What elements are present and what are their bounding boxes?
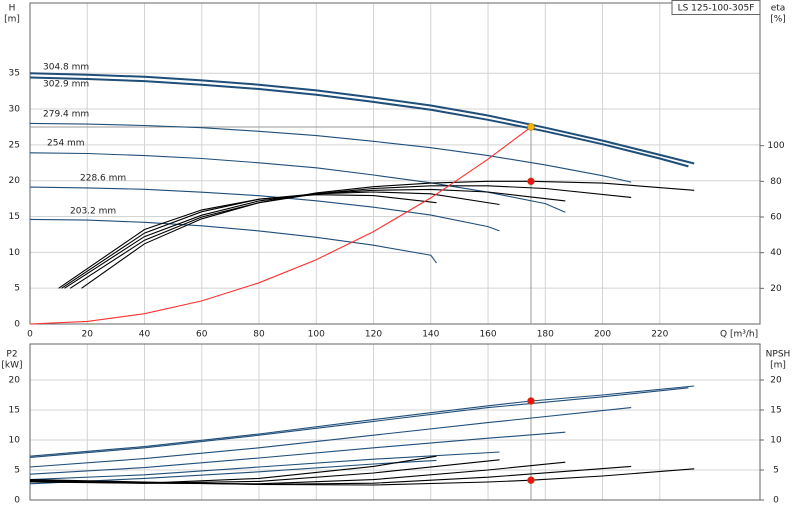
operating-point (527, 476, 535, 484)
curve (29, 126, 532, 325)
y-axis-unit: [m] (4, 15, 20, 25)
x-tick-label: 60 (196, 330, 208, 340)
x-tick-label: 120 (365, 330, 382, 340)
curve (29, 431, 566, 475)
y-tick-label: 15 (9, 406, 20, 416)
curve (81, 180, 695, 289)
curve (29, 385, 695, 457)
y-tick-label: 5 (14, 466, 20, 476)
x-tick-label: 100 (308, 330, 325, 340)
y-tick-label: 20 (9, 376, 21, 386)
x-tick-label: 80 (253, 330, 265, 340)
curve-label: 228.6 mm (80, 174, 126, 184)
y2-tick-label: 40 (770, 248, 782, 258)
curve (29, 465, 632, 485)
y2-tick-label: 80 (770, 177, 782, 187)
y-tick-label: 25 (9, 140, 20, 150)
x-tick-label: 40 (139, 330, 151, 340)
x-axis-label: Q [m³/h] (720, 330, 758, 340)
x-tick-label: 0 (27, 330, 33, 340)
y2-tick-label: 20 (770, 376, 782, 386)
y-tick-label: 20 (9, 176, 21, 186)
curve (29, 459, 437, 485)
y-tick-label: 10 (9, 248, 21, 258)
curve (29, 72, 695, 165)
y2-tick-label: 100 (767, 141, 784, 151)
plot-frame (29, 343, 761, 501)
curve (29, 152, 566, 213)
curve (29, 407, 632, 468)
x-tick-label: 160 (479, 330, 496, 340)
curve-label: 254 mm (47, 139, 85, 149)
y2-axis-label: eta (771, 4, 786, 14)
y2-tick-label: 60 (770, 213, 782, 223)
operating-point (527, 177, 535, 186)
y-tick-label: 5 (14, 284, 20, 294)
curve-label: 302.9 mm (43, 80, 89, 90)
y2-tick-label: 5 (773, 466, 779, 476)
y-axis-unit: [kW] (1, 361, 22, 371)
y-tick-label: 0 (14, 496, 20, 506)
chart-panel: 0 20 40 60 80 100 120 140 160 180 200 220 0 5 10 15 20 25… (4, 0, 786, 340)
curve (29, 455, 437, 484)
curve-label: 279.4 mm (43, 110, 89, 120)
x-tick-label: 140 (422, 330, 439, 340)
curve (29, 76, 689, 168)
curve (29, 451, 500, 481)
y2-axis-unit: [m] (770, 361, 786, 371)
x-tick-label: 20 (82, 330, 94, 340)
y2-tick-label: 10 (770, 436, 782, 446)
chart-panel: 0 5 10 15 20 0 5 10 15 20 P2[kW] NPSH[m] (1, 343, 791, 506)
model-box (671, 0, 761, 15)
y2-tick-label: 20 (770, 284, 782, 294)
curve (69, 185, 632, 289)
plot-frame (29, 2, 761, 325)
y-tick-label: 30 (9, 105, 21, 115)
operating-point (527, 123, 535, 131)
y-tick-label: 35 (9, 69, 20, 79)
curve (64, 188, 566, 289)
model-name: LS 125-100-305F (678, 4, 755, 14)
curve-label: 203.2 mm (70, 207, 116, 217)
y2-tick-label: 0 (773, 496, 779, 506)
curve (29, 218, 437, 264)
x-tick-label: 200 (594, 330, 611, 340)
y2-axis-unit: [%] (770, 15, 786, 25)
y-axis-label: P2 (6, 350, 17, 360)
curve (58, 194, 437, 289)
y-axis-label: H (9, 4, 16, 14)
y-tick-label: 0 (14, 320, 20, 330)
y2-tick-label: 15 (770, 406, 781, 416)
x-tick-label: 180 (537, 330, 554, 340)
operating-point (527, 397, 535, 405)
y-tick-label: 10 (9, 436, 21, 446)
y-tick-label: 15 (9, 212, 20, 222)
x-tick-label: 220 (651, 330, 668, 340)
y2-axis-label: NPSH (766, 350, 791, 360)
curve (29, 122, 632, 183)
curve-label: 304.8 mm (43, 63, 89, 73)
curve (29, 387, 689, 458)
